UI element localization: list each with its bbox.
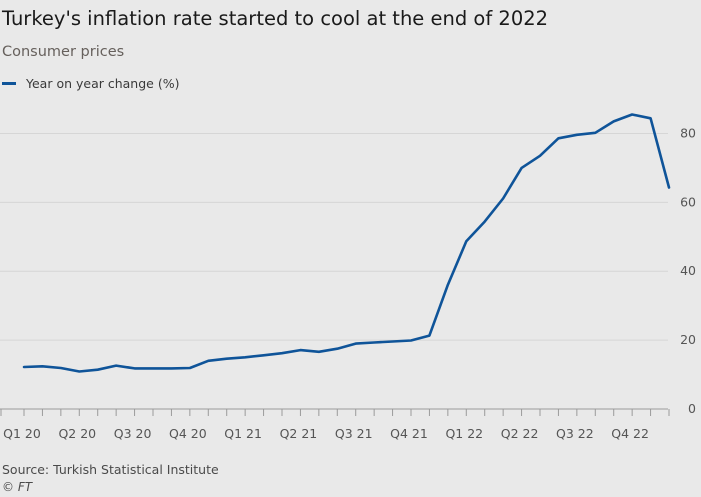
source-note: Source: Turkish Statistical Institute: [2, 462, 219, 477]
x-tick-label: Q2 21: [280, 426, 318, 441]
y-tick-label: 60: [680, 194, 696, 209]
x-tick-label: Q2 20: [58, 426, 96, 441]
y-tick-label: 40: [680, 263, 696, 278]
chart-subtitle: Consumer prices: [2, 44, 125, 60]
legend-swatch: [2, 82, 16, 85]
legend-label: Year on year change (%): [26, 76, 180, 91]
x-tick-label: Q4 20: [169, 426, 207, 441]
legend: Year on year change (%): [2, 76, 179, 91]
y-tick-label: 0: [688, 401, 696, 416]
x-tick-label: Q1 20: [3, 426, 41, 441]
x-tick-label: Q4 21: [390, 426, 428, 441]
y-tick-label: 80: [680, 125, 696, 140]
chart-title: Turkey's inflation rate started to cool …: [2, 7, 549, 30]
x-tick-label: Q1 22: [445, 426, 483, 441]
x-tick-label: Q2 22: [501, 426, 539, 441]
copyright-note: © FT: [2, 480, 33, 494]
x-tick-label: Q1 21: [224, 426, 262, 441]
x-tick-label: Q3 22: [556, 426, 594, 441]
y-tick-label: 20: [680, 332, 696, 347]
x-tick-label: Q3 20: [114, 426, 152, 441]
x-tick-label: Q3 21: [335, 426, 373, 441]
series-line: [22, 113, 671, 373]
x-tick-label: Q4 22: [611, 426, 649, 441]
